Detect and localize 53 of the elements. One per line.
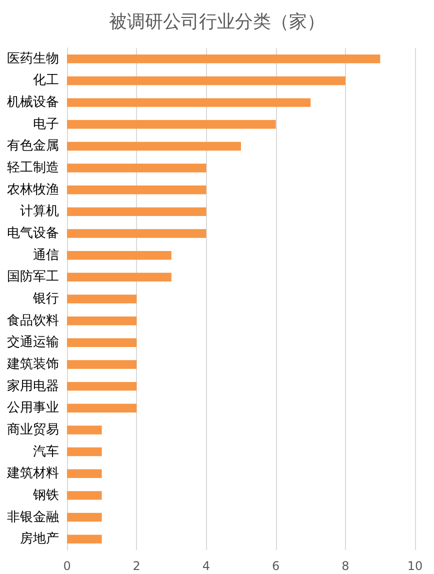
bar [67, 447, 102, 456]
y-tick-label: 家用电器 [7, 378, 59, 394]
y-tick-label: 电子 [33, 116, 59, 132]
x-tick-label: 4 [202, 559, 210, 573]
bar [67, 250, 172, 260]
y-tick-label: 钢铁 [32, 488, 59, 503]
chart-title: 被调研公司行业分类（家） [109, 12, 325, 32]
bar [67, 316, 137, 326]
bar [67, 120, 276, 129]
bar [67, 54, 380, 64]
bar [67, 426, 102, 434]
bar [67, 164, 206, 172]
y-tick-label: 通信 [33, 248, 59, 263]
x-tick-label: 6 [272, 559, 280, 573]
y-tick-label: 化工 [33, 73, 59, 88]
y-tick-label: 医药生物 [7, 51, 59, 66]
bar [67, 207, 206, 216]
bar [67, 382, 137, 391]
y-tick-label: 国防军工 [7, 270, 59, 285]
x-tick-label: 0 [63, 559, 71, 573]
bar [67, 404, 137, 412]
y-tick-label: 汽车 [33, 444, 59, 460]
bar [67, 76, 346, 86]
y-tick-label: 电气设备 [7, 226, 59, 242]
bar [67, 469, 102, 478]
bar [67, 512, 102, 522]
y-tick-label: 食品饮料 [7, 313, 59, 328]
y-tick-label: 建筑材料 [6, 466, 59, 482]
bar [67, 491, 102, 500]
y-tick-label: 非银金融 [7, 510, 59, 525]
x-tick-label: 10 [407, 559, 423, 573]
y-tick-label: 农林牧渔 [7, 182, 59, 198]
y-tick-label: 机械设备 [7, 95, 59, 110]
y-tick-label: 有色金属 [7, 138, 59, 154]
y-tick-label: 房地产 [20, 530, 59, 547]
bar [67, 98, 311, 107]
y-tick-label: 公用事业 [7, 400, 59, 416]
bar [67, 294, 137, 304]
y-tick-label: 建筑装饰 [6, 356, 59, 372]
bar [67, 360, 137, 369]
y-tick-label: 交通运输 [7, 334, 59, 350]
y-tick-label: 商业贸易 [7, 422, 59, 438]
x-tick-label: 2 [132, 559, 140, 573]
y-tick-label: 银行 [32, 292, 59, 306]
bar [67, 186, 206, 194]
x-tick-label: 8 [342, 559, 350, 573]
bar [67, 142, 241, 151]
bar [67, 338, 137, 348]
bar [67, 272, 172, 282]
y-tick-label: 轻工制造 [7, 160, 59, 176]
bar [67, 229, 206, 238]
bar [67, 534, 102, 544]
y-tick-label: 计算机 [20, 204, 59, 220]
